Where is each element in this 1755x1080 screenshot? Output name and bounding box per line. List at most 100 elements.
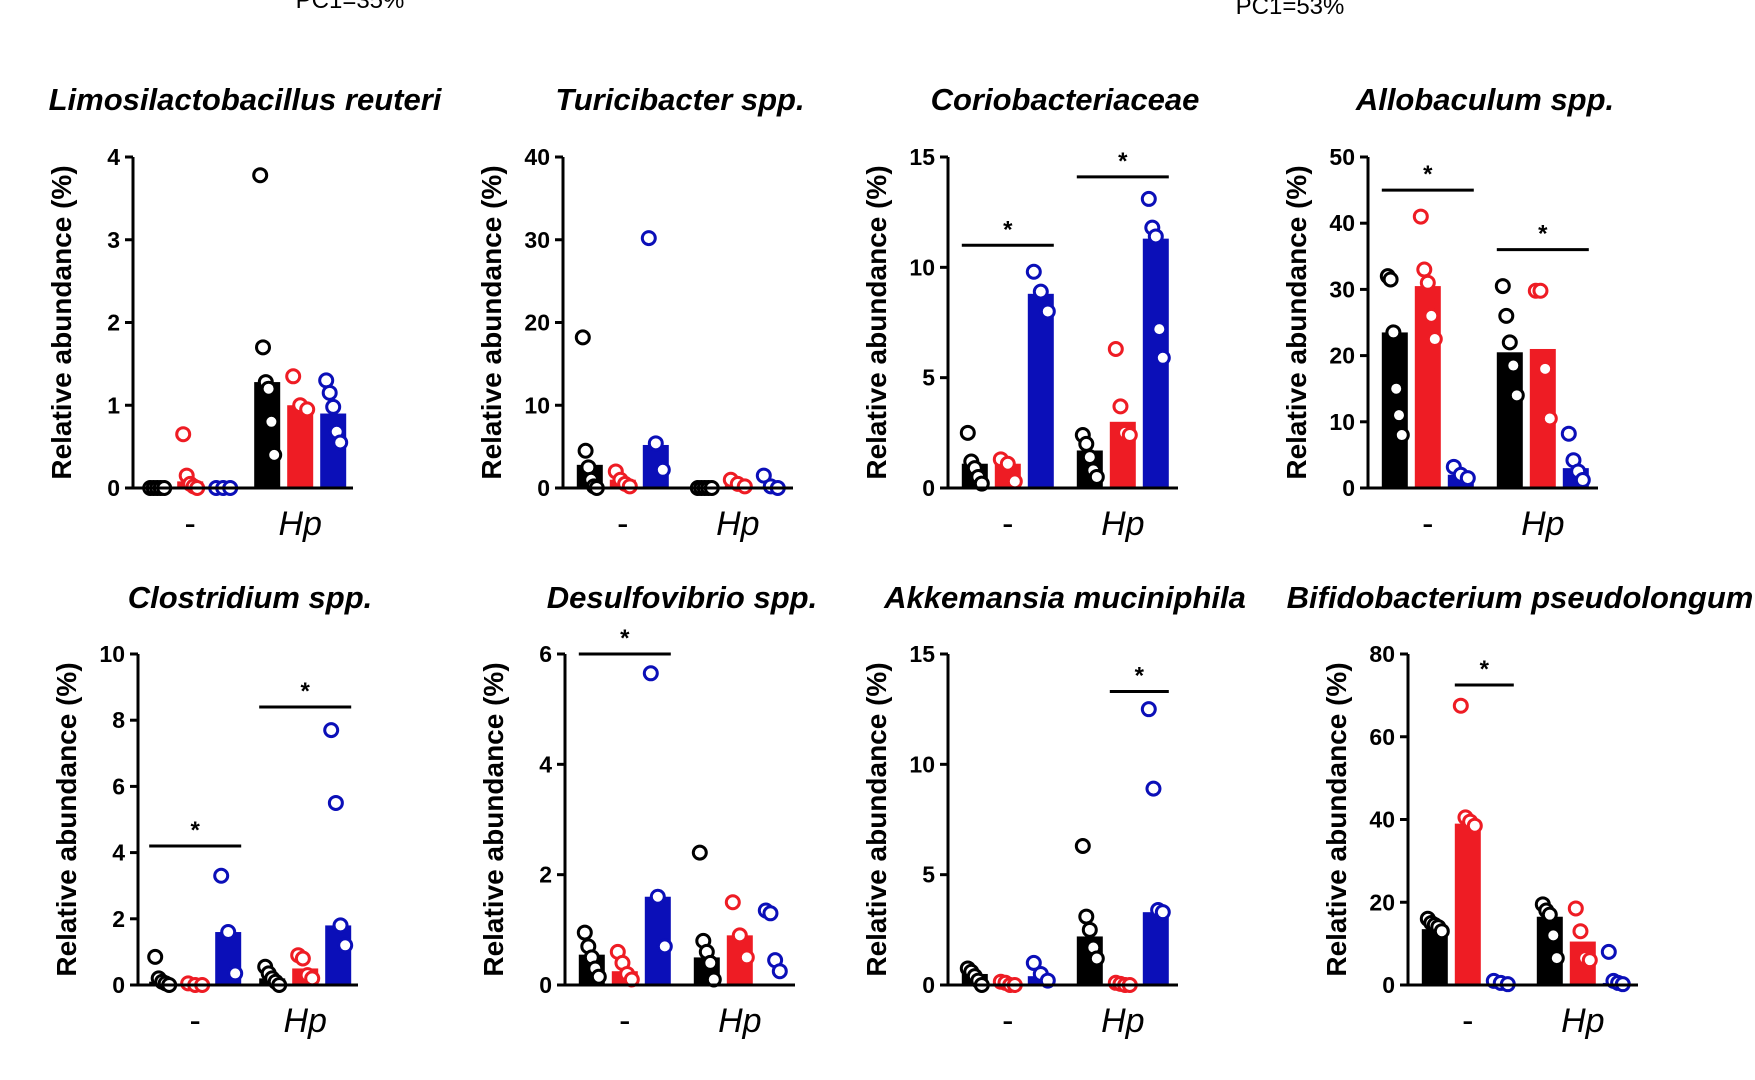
x-category-label: - xyxy=(1002,505,1013,543)
chart-title: Coriobacteriaceae xyxy=(931,82,1200,117)
data-point-black xyxy=(147,948,164,965)
data-point-black xyxy=(1088,468,1105,485)
x-category-label: Hp xyxy=(1521,505,1564,543)
data-point-red xyxy=(1452,697,1469,714)
data-point-blue xyxy=(1032,283,1049,300)
y-axis-label: Relative abundance (%) xyxy=(478,662,509,976)
data-point-red xyxy=(1423,307,1440,324)
data-point-blue xyxy=(1145,780,1162,797)
data-point-black xyxy=(252,167,269,184)
chart-panel-5: Clostridium spp. Relative abundance (%) 0 2… xyxy=(51,580,372,1040)
y-axis-label: Relative abundance (%) xyxy=(1281,165,1312,479)
bar-blue-hp xyxy=(1142,912,1169,985)
y-tick-label: 4 xyxy=(107,144,120,170)
data-point-red xyxy=(1006,473,1023,490)
significance-star: * xyxy=(620,625,630,652)
chart-panel-1: Limosilactobacillus reuteri Relative abun… xyxy=(46,82,443,543)
y-tick-label: 0 xyxy=(107,475,120,501)
significance-star: * xyxy=(1480,656,1490,683)
significance-star: * xyxy=(191,817,201,844)
data-point-red xyxy=(724,894,741,911)
data-point-blue xyxy=(1459,470,1476,487)
data-point-black xyxy=(1541,906,1558,923)
data-point-black xyxy=(1074,837,1091,854)
significance-star: * xyxy=(1118,148,1128,175)
data-point-red xyxy=(1121,427,1138,444)
x-category-label: - xyxy=(1002,1002,1013,1040)
data-point-blue xyxy=(220,924,237,941)
chart-title: Clostridium spp. xyxy=(128,580,373,615)
top-caption-left: PC1=35% xyxy=(296,0,405,14)
data-point-black xyxy=(590,968,607,985)
data-point-black xyxy=(577,442,594,459)
significance-star: * xyxy=(301,678,311,705)
x-category-label: Hp xyxy=(716,505,759,543)
data-point-blue xyxy=(755,467,772,484)
data-point-red xyxy=(285,368,302,385)
significance-star: * xyxy=(1538,221,1548,248)
data-point-blue xyxy=(323,722,340,739)
data-point-red xyxy=(1419,274,1436,291)
data-point-black xyxy=(1081,921,1098,938)
data-point-red xyxy=(294,950,311,967)
y-tick-label: 20 xyxy=(1329,343,1355,369)
chart-title: Allobaculum spp. xyxy=(1355,82,1614,117)
y-tick-label: 0 xyxy=(537,475,550,501)
data-point-blue xyxy=(332,434,349,451)
y-tick-label: 15 xyxy=(909,641,935,667)
data-point-blue xyxy=(213,867,230,884)
y-axis-label: Relative abundance (%) xyxy=(476,165,507,479)
data-point-blue xyxy=(1025,954,1042,971)
data-point-blue xyxy=(1600,943,1617,960)
data-point-red xyxy=(299,401,316,418)
data-point-red xyxy=(1541,410,1558,427)
bar-red-neg xyxy=(1454,823,1481,985)
data-point-black xyxy=(574,329,591,346)
data-point-blue xyxy=(321,384,338,401)
chart-panel-7: Akkemansia muciniphila Relative abundance… xyxy=(861,580,1246,1040)
chart-title: Limosilactobacillus reuteri xyxy=(49,82,443,117)
data-point-blue xyxy=(656,938,673,955)
y-tick-label: 60 xyxy=(1369,724,1395,750)
y-tick-label: 30 xyxy=(1329,276,1355,302)
y-tick-label: 5 xyxy=(922,862,935,888)
data-point-black xyxy=(1385,324,1402,341)
data-point-black xyxy=(1393,427,1410,444)
bar-red-hp xyxy=(287,405,314,488)
y-tick-label: 0 xyxy=(112,972,125,998)
x-category-label: Hp xyxy=(718,1002,761,1040)
data-point-red xyxy=(1426,331,1443,348)
y-tick-label: 1 xyxy=(107,392,120,418)
bar-black-hp xyxy=(254,382,281,488)
data-point-blue xyxy=(640,230,657,247)
data-point-blue xyxy=(325,398,342,415)
data-point-black xyxy=(691,844,708,861)
y-tick-label: 0 xyxy=(1382,972,1395,998)
data-point-blue xyxy=(227,965,244,982)
chart-title: Bifidobacterium pseudolongum xyxy=(1287,580,1754,615)
bar-blue-neg xyxy=(1027,293,1054,488)
data-point-red xyxy=(738,949,755,966)
y-axis-label: Relative abundance (%) xyxy=(51,662,82,976)
x-category-label: Hp xyxy=(1561,1002,1604,1040)
y-tick-label: 30 xyxy=(524,227,550,253)
y-tick-label: 4 xyxy=(539,751,552,777)
chart-title: Turicibacter spp. xyxy=(555,82,804,117)
y-tick-label: 10 xyxy=(909,751,935,777)
data-point-blue xyxy=(1154,349,1171,366)
data-point-black xyxy=(1548,950,1565,967)
y-axis-label: Relative abundance (%) xyxy=(1321,662,1352,976)
significance-star: * xyxy=(1423,161,1433,188)
y-tick-label: 15 xyxy=(909,144,935,170)
y-axis-label: Relative abundance (%) xyxy=(861,662,892,976)
x-category-label: - xyxy=(617,505,628,543)
data-point-blue xyxy=(771,963,788,980)
data-point-black xyxy=(1505,357,1522,374)
data-point-black xyxy=(1501,334,1518,351)
data-point-red xyxy=(1466,817,1483,834)
data-point-red xyxy=(1567,900,1584,917)
data-point-blue xyxy=(1147,228,1164,245)
data-point-blue xyxy=(1140,701,1157,718)
y-tick-label: 0 xyxy=(922,475,935,501)
